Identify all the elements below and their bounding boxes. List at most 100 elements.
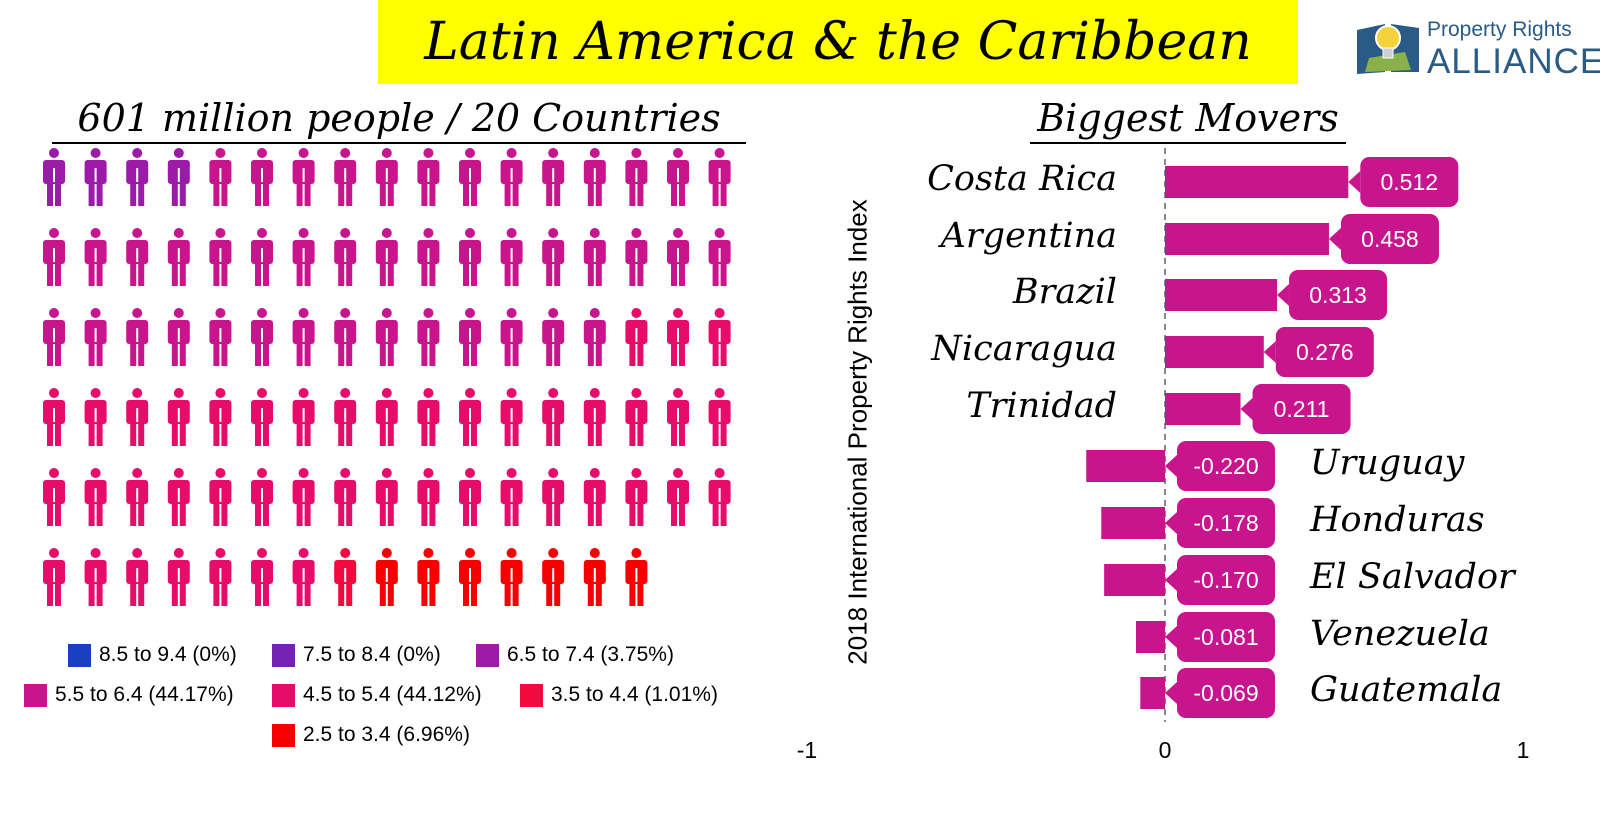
person-icon (542, 388, 565, 446)
svg-text:-0.170: -0.170 (1193, 567, 1258, 593)
bar (1165, 336, 1264, 368)
person-icon (625, 548, 648, 606)
person-icon (334, 468, 357, 526)
category-label: Venezuela (1310, 614, 1490, 654)
person-icon (84, 468, 107, 526)
person-icon (209, 468, 232, 526)
person-icon (126, 228, 149, 286)
svg-text:0.458: 0.458 (1361, 226, 1419, 252)
person-icon (251, 148, 273, 206)
bar (1086, 450, 1165, 482)
person-icon (43, 388, 65, 446)
person-icon (375, 548, 398, 606)
legend-label: 4.5 to 5.4 (44.12%) (303, 683, 482, 706)
person-icon (667, 228, 689, 286)
person-icon (126, 308, 149, 366)
logo-text-line1: Property Rights (1427, 18, 1572, 41)
value-label: 0.313 (1277, 270, 1388, 320)
bar (1136, 621, 1165, 653)
person-icon (167, 468, 190, 526)
bar (1165, 279, 1278, 311)
svg-text:0.276: 0.276 (1296, 339, 1354, 365)
svg-text:0.512: 0.512 (1381, 169, 1439, 195)
legend-swatch (520, 683, 543, 707)
person-icon (251, 388, 273, 446)
category-label: Nicaragua (930, 329, 1117, 369)
person-icon (459, 548, 481, 606)
svg-text:0.211: 0.211 (1274, 396, 1330, 422)
person-icon (375, 228, 398, 286)
person-icon (459, 148, 481, 206)
legend-swatch (24, 683, 47, 707)
person-icon (459, 308, 481, 366)
person-icon (583, 308, 606, 366)
person-icon (84, 148, 107, 206)
person-icon (334, 388, 357, 446)
person-icon (583, 228, 606, 286)
person-icon (583, 388, 606, 446)
person-icon (43, 468, 65, 526)
x-tick-label: 0 (1159, 737, 1172, 763)
person-icon (375, 308, 398, 366)
person-icon (209, 148, 232, 206)
value-label: 0.211 (1240, 384, 1351, 434)
person-icon (500, 308, 523, 366)
legend-label: 5.5 to 6.4 (44.17%) (55, 683, 234, 706)
person-icon (251, 468, 273, 526)
value-label: -0.220 (1165, 441, 1275, 491)
person-icon (708, 468, 731, 526)
value-label: 0.276 (1263, 327, 1374, 377)
person-icon (667, 388, 689, 446)
population-icon-grid (43, 148, 731, 606)
person-icon (43, 148, 65, 206)
title-banner: Latin America & the Caribbean (378, 0, 1298, 84)
category-label: Argentina (938, 216, 1117, 256)
legend-swatch (476, 643, 499, 667)
person-icon (334, 308, 357, 366)
value-label: 0.512 (1348, 157, 1459, 207)
legend-item: 4.5 to 5.4 (44.12%) (272, 683, 482, 707)
bar (1140, 677, 1165, 709)
person-icon (459, 388, 481, 446)
person-icon (334, 548, 357, 606)
person-icon (292, 548, 315, 606)
person-icon (334, 148, 357, 206)
chart-title: Biggest Movers (1030, 96, 1346, 144)
person-icon (209, 308, 232, 366)
person-icon (167, 308, 190, 366)
category-label: Brazil (1012, 272, 1117, 312)
value-label: -0.178 (1165, 498, 1275, 548)
legend-item: 6.5 to 7.4 (3.75%) (476, 643, 674, 667)
legend-label: 6.5 to 7.4 (3.75%) (507, 643, 674, 666)
person-icon (625, 148, 648, 206)
legend-label: 2.5 to 3.4 (6.96%) (303, 723, 470, 746)
legend-swatch (272, 683, 295, 707)
value-label: -0.170 (1165, 555, 1275, 605)
person-icon (292, 388, 315, 446)
person-icon (84, 548, 107, 606)
person-icon (43, 548, 65, 606)
value-label: -0.081 (1165, 612, 1275, 662)
person-icon (417, 308, 440, 366)
person-icon (209, 228, 232, 286)
legend-label: 8.5 to 9.4 (0%) (99, 643, 237, 666)
bar (1101, 507, 1165, 539)
person-icon (500, 468, 523, 526)
person-icon (292, 228, 315, 286)
person-icon (126, 468, 149, 526)
person-icon (126, 548, 149, 606)
bar (1165, 393, 1241, 425)
person-icon (292, 148, 315, 206)
person-icon (708, 388, 731, 446)
bar (1165, 166, 1349, 198)
person-icon (459, 228, 481, 286)
person-icon (667, 308, 689, 366)
legend-swatch (272, 643, 295, 667)
logo-text-line2: ALLIANCE (1427, 42, 1600, 81)
person-icon (417, 388, 440, 446)
svg-text:-0.081: -0.081 (1193, 624, 1258, 650)
svg-text:-0.069: -0.069 (1193, 680, 1258, 706)
person-icon (542, 548, 565, 606)
person-icon (708, 228, 731, 286)
person-icon (84, 308, 107, 366)
